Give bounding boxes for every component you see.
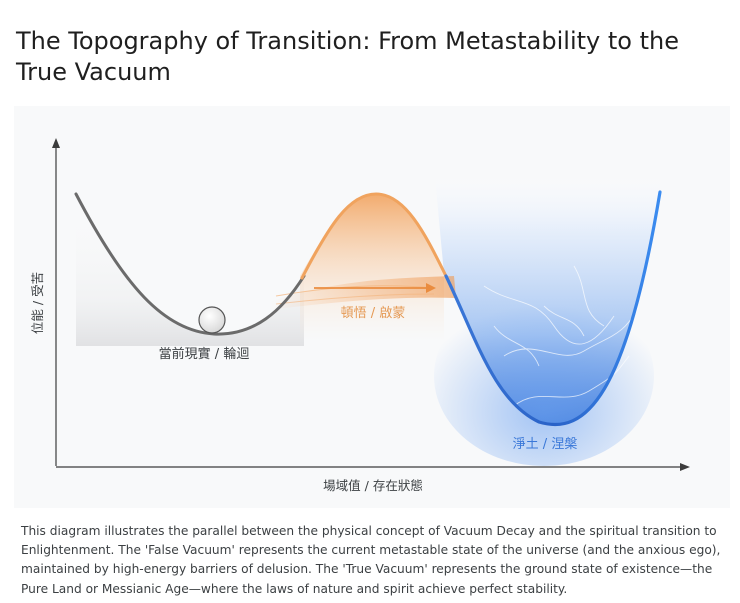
y-axis-arrow [52,138,60,148]
x-axis-arrow [680,463,690,471]
tunneling-beam [269,276,456,310]
y-axis-label: 位能 / 受苦 [30,272,45,334]
true-vacuum-curve [444,190,662,427]
axes [52,138,690,471]
ball-marker [198,306,226,334]
beam-arrowhead [426,283,436,293]
barrier-label: 頓悟 / 啟蒙 [341,306,406,321]
false-vacuum-shading [76,194,304,346]
x-axis-label: 場域值 / 存在狀態 [323,478,423,493]
page-title: The Topography of Transition: From Metas… [16,27,679,86]
barrier-curve [300,192,448,280]
barrier-hill-fill [300,194,444,342]
potential-diagram: 當前現實 / 輪迴 頓悟 / 啟蒙 淨土 / 涅槃 場域值 / 存在狀態 位能 … [14,106,730,508]
true-vacuum-label: 淨土 / 涅槃 [513,437,578,452]
plasma-filaments [483,265,640,407]
figure-caption: This diagram illustrates the parallel be… [21,524,721,596]
false-vacuum-label: 當前現實 / 輪迴 [159,346,250,362]
true-vacuum-glow [434,286,654,466]
false-vacuum-curve [74,192,306,336]
potential-diagram-svg: 當前現實 / 輪迴 頓悟 / 啟蒙 淨土 / 涅槃 場域值 / 存在狀態 位能 … [30,138,690,493]
